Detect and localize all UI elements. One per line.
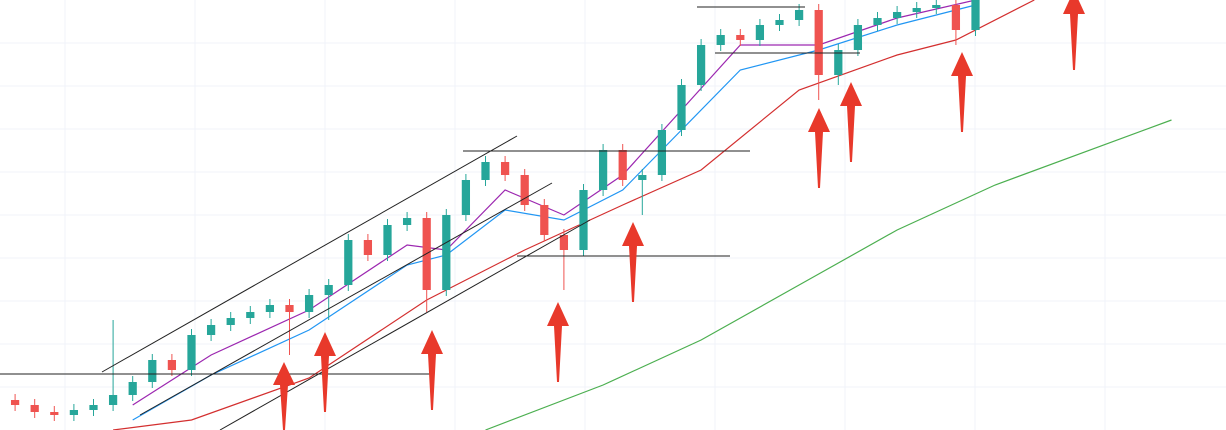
candle-body: [775, 20, 784, 25]
candle-body: [344, 240, 353, 285]
candle-body: [618, 150, 627, 180]
arrow: [273, 362, 295, 430]
candle-body: [128, 382, 137, 395]
moving-average: [132, 4, 976, 421]
candle-body: [814, 10, 823, 75]
candle-body: [187, 335, 196, 370]
candle-body: [500, 162, 510, 175]
candles: [10, 0, 980, 421]
candle-body: [383, 225, 392, 255]
candle-body: [579, 190, 588, 250]
arrow: [314, 332, 336, 412]
candle-body: [794, 10, 804, 20]
candle-body: [30, 405, 39, 412]
candle-body: [226, 318, 235, 325]
candle-body: [873, 18, 882, 25]
candle-body: [677, 85, 686, 130]
candle-body: [481, 162, 490, 180]
candle-body: [598, 150, 608, 190]
candle-body: [148, 360, 157, 382]
channel-bottom: [139, 182, 553, 416]
candle-body: [285, 305, 294, 312]
candle-body: [206, 325, 216, 335]
candle-body: [304, 295, 314, 312]
candle-body: [736, 35, 745, 40]
candle-body: [638, 175, 647, 180]
channel-top: [101, 135, 518, 373]
candle-body: [834, 50, 843, 75]
drawings: [0, 6, 860, 430]
arrow: [808, 108, 830, 188]
candle-body: [265, 305, 275, 312]
candle-body: [324, 285, 333, 295]
candle-body: [912, 8, 921, 12]
candle-body: [69, 410, 79, 415]
moving-average: [485, 119, 1172, 430]
candle-body: [402, 218, 412, 225]
arrow: [840, 82, 862, 162]
candle-body: [951, 5, 961, 30]
candle-body: [755, 25, 765, 40]
arrows: [273, 0, 1085, 430]
candle-body: [520, 175, 529, 205]
candle-body: [461, 180, 471, 215]
candle-body: [853, 25, 863, 50]
candle-body: [696, 45, 706, 85]
moving-average: [113, 0, 1035, 430]
arrow: [622, 222, 644, 302]
candle-body: [10, 400, 20, 405]
candle-body: [657, 130, 667, 175]
candle-body: [716, 35, 725, 45]
candle-body: [50, 412, 59, 415]
arrow: [547, 302, 569, 382]
candle-body: [559, 235, 569, 250]
candle-body: [363, 240, 373, 255]
candle-body: [932, 5, 941, 8]
arrow: [1063, 0, 1085, 70]
candle-body: [442, 215, 451, 290]
candle-body: [892, 12, 902, 18]
candle-body: [246, 312, 255, 318]
candle-body: [89, 405, 98, 410]
arrow: [951, 52, 973, 132]
candle-body: [167, 360, 177, 370]
candle-body: [108, 395, 118, 405]
arrow: [421, 330, 443, 410]
candle-body: [971, 0, 980, 30]
candle-body: [540, 205, 549, 235]
